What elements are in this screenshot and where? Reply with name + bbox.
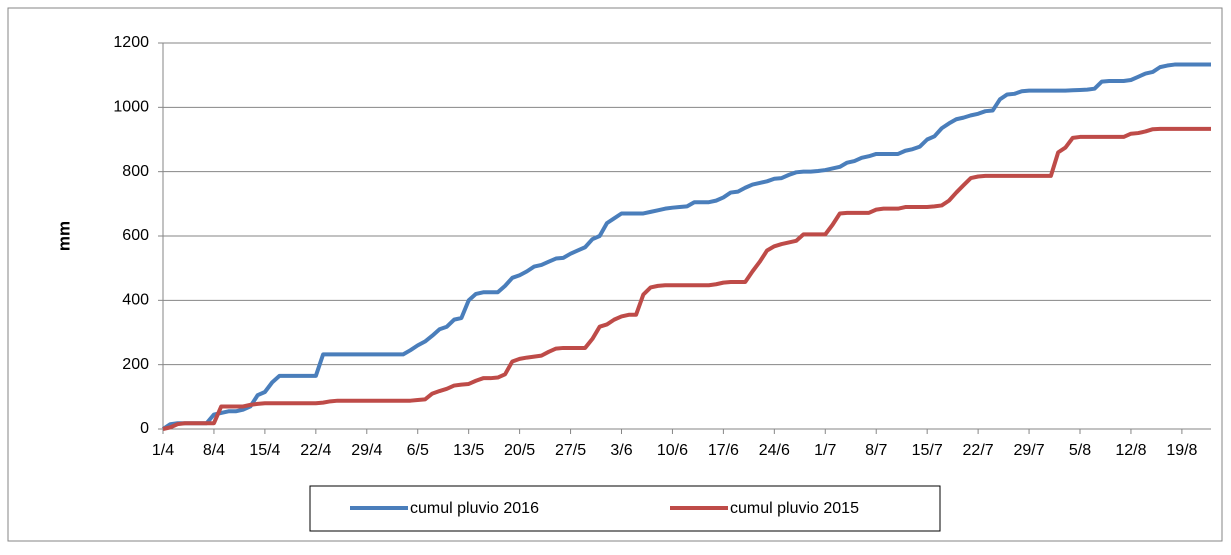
x-tick-label: 19/8	[1166, 442, 1197, 459]
line-series	[161, 62, 1211, 431]
x-tick-label: 20/5	[504, 442, 535, 459]
y-tick-label: 800	[122, 163, 149, 180]
x-tick-label: 10/6	[657, 442, 688, 459]
y-tick-label: 400	[122, 292, 149, 309]
x-tick-label: 17/6	[708, 442, 739, 459]
x-tick-label: 27/5	[555, 442, 586, 459]
x-tick-label: 22/4	[300, 442, 331, 459]
x-tick-label: 3/6	[610, 442, 632, 459]
x-tick-label: 5/8	[1069, 442, 1091, 459]
x-tick-label: 12/8	[1115, 442, 1146, 459]
x-tick-label: 15/4	[249, 442, 280, 459]
x-tick-label: 1/7	[814, 442, 836, 459]
x-tick-label: 15/7	[912, 442, 943, 459]
line-series	[162, 126, 1211, 431]
y-tick-label: 600	[122, 227, 149, 244]
x-tick-label: 13/5	[453, 442, 484, 459]
x-tick-label: 29/4	[351, 442, 382, 459]
x-tick-label: 29/7	[1013, 442, 1044, 459]
y-tick-label: 200	[122, 356, 149, 373]
y-axis-label: mm	[54, 221, 73, 251]
y-tick-label: 0	[140, 420, 149, 437]
x-tick-label: 6/5	[407, 442, 429, 459]
x-tick-label: 1/4	[152, 442, 174, 459]
legend-label: cumul pluvio 2016	[410, 500, 539, 517]
chart-frame	[7, 7, 1223, 542]
x-tick-label: 24/6	[759, 442, 790, 459]
y-tick-label: 1000	[113, 99, 149, 116]
x-tick-label: 8/7	[865, 442, 887, 459]
x-tick-label: 22/7	[963, 442, 994, 459]
x-tick-label: 8/4	[203, 442, 225, 459]
y-tick-label: 1200	[113, 34, 149, 51]
legend-label: cumul pluvio 2015	[730, 500, 859, 517]
legend-box	[309, 485, 941, 532]
